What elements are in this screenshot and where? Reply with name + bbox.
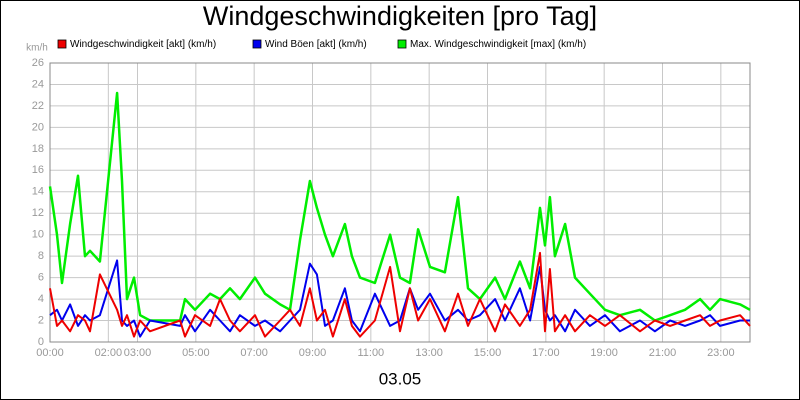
- legend-swatch: [57, 39, 67, 49]
- legend-swatch: [397, 39, 407, 49]
- legend-label: Max. Windgeschwindigkeit [max] (km/h): [410, 39, 586, 50]
- plot-area: [50, 63, 750, 342]
- y-tick-label: 6: [38, 272, 44, 284]
- y-tick-label: 18: [32, 143, 44, 155]
- x-axis-label: 03.05: [379, 369, 422, 388]
- y-tick-label: 8: [38, 250, 44, 262]
- series-line: [49, 251, 751, 338]
- x-tick-label: 15:00: [474, 347, 502, 359]
- x-tick-label: 03:00: [124, 347, 152, 359]
- x-tick-label: 21:00: [649, 347, 677, 359]
- y-tick-label: 26: [32, 57, 44, 69]
- legend-label: Wind Böen [akt] (km/h): [265, 39, 367, 50]
- y-tick-label: 22: [32, 100, 44, 112]
- x-tick-label: 00:00: [36, 347, 64, 359]
- x-tick-label: 09:00: [299, 347, 327, 359]
- legend-label: Windgeschwindigkeit [akt] (km/h): [70, 39, 216, 50]
- y-axis-label: km/h: [26, 43, 48, 54]
- y-tick-label: 16: [32, 164, 44, 176]
- y-tick-label: 12: [32, 207, 44, 219]
- plot-border: [49, 62, 751, 343]
- y-tick-label: 2: [38, 314, 44, 326]
- x-tick-label: 13:00: [415, 347, 443, 359]
- x-tick-label: 02:00: [95, 347, 123, 359]
- y-tick-label: 4: [38, 293, 44, 305]
- y-tick-label: 20: [32, 121, 44, 133]
- series-line: [49, 259, 750, 338]
- x-tick-label: 05:00: [182, 347, 210, 359]
- x-tick-label: 17:00: [532, 347, 560, 359]
- y-tick-label: 10: [32, 229, 44, 241]
- series-line: [48, 91, 751, 322]
- chart-title: Windgeschwindigkeiten [pro Tag]: [203, 1, 597, 31]
- x-tick-label: 07:00: [240, 347, 268, 359]
- x-tick-label: 19:00: [590, 347, 618, 359]
- y-tick-label: 24: [32, 78, 44, 90]
- x-tick-label: 11:00: [357, 347, 384, 359]
- y-tick-label: 0: [38, 336, 44, 348]
- legend-swatch: [252, 39, 262, 49]
- y-tick-label: 14: [32, 186, 44, 198]
- x-tick-label: 23:00: [707, 347, 735, 359]
